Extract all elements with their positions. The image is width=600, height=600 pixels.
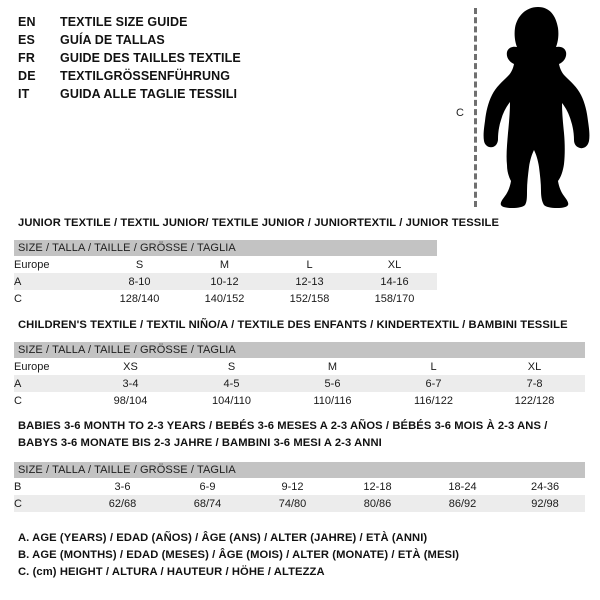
- babies-b-12-18: 12-18: [335, 478, 420, 495]
- junior-row-c-label: C: [14, 290, 97, 307]
- babies-b-24-36: 24-36: [505, 478, 586, 495]
- children-table-band: SIZE / TALLA / TAILLE / GRÖSSE / TAGLIA: [14, 342, 586, 358]
- language-code-fr: FR: [18, 51, 36, 65]
- legend-row-c: C. (cm) HEIGHT / ALTURA / HAUTEUR / HÖHE…: [18, 566, 325, 578]
- language-text-de: TEXTILGRÖSSENFÜHRUNG: [60, 69, 231, 83]
- table-row: C 98/104 104/110 110/116 116/122 122/128: [14, 392, 586, 409]
- junior-row-europe-label: Europe: [14, 256, 97, 273]
- babies-b-9-12: 9-12: [250, 478, 335, 495]
- junior-c-m: 140/152: [182, 290, 267, 307]
- children-europe-xl: XL: [484, 358, 586, 375]
- children-row-europe-label: Europe: [14, 358, 80, 375]
- table-row: C 62/68 68/74 74/80 80/86 86/92 92/98: [14, 495, 586, 512]
- language-code-es: ES: [18, 33, 36, 47]
- language-text-it: GUIDA ALLE TAGLIE TESSILI: [60, 87, 238, 101]
- junior-c-xl: 158/170: [352, 290, 437, 307]
- language-row-de: DE TEXTILGRÖSSENFÜHRUNG: [18, 67, 318, 85]
- babies-row-c-label: C: [14, 495, 80, 512]
- children-europe-l: L: [383, 358, 484, 375]
- junior-section-title: JUNIOR TEXTILE / TEXTIL JUNIOR/ TEXTILE …: [18, 217, 500, 229]
- children-a-xl: 7-8: [484, 375, 586, 392]
- height-dashed-line: [474, 8, 477, 207]
- children-c-l: 116/122: [383, 392, 484, 409]
- language-text-fr: GUIDE DES TAILLES TEXTILE: [60, 51, 241, 65]
- junior-row-a-label: A: [14, 273, 97, 290]
- children-c-m: 110/116: [282, 392, 383, 409]
- table-row: Europe S M L XL: [14, 256, 437, 273]
- height-measure-label: C: [456, 107, 464, 119]
- children-a-l: 6-7: [383, 375, 484, 392]
- language-title-list: EN TEXTILE SIZE GUIDE ES GUÍA DE TALLAS …: [18, 13, 318, 103]
- legend-row-b: B. AGE (MONTHS) / EDAD (MESES) / ÂGE (MO…: [18, 549, 460, 561]
- babies-c-18-24: 86/92: [420, 495, 505, 512]
- table-row: C 128/140 140/152 152/158 158/170: [14, 290, 437, 307]
- babies-table-band: SIZE / TALLA / TAILLE / GRÖSSE / TAGLIA: [14, 462, 586, 478]
- language-text-es: GUÍA DE TALLAS: [60, 33, 165, 47]
- babies-c-24-36: 92/98: [505, 495, 586, 512]
- children-section-title: CHILDREN'S TEXTILE / TEXTIL NIÑO/A / TEX…: [18, 319, 568, 331]
- babies-c-3-6: 62/68: [80, 495, 165, 512]
- babies-section-title-line1: BABIES 3-6 MONTH TO 2-3 YEARS / BEBÉS 3-…: [18, 420, 548, 432]
- children-europe-s: S: [181, 358, 282, 375]
- junior-a-s: 8-10: [97, 273, 182, 290]
- junior-c-s: 128/140: [97, 290, 182, 307]
- table-row: B 3-6 6-9 9-12 12-18 18-24 24-36: [14, 478, 586, 495]
- table-row: A 8-10 10-12 12-13 14-16: [14, 273, 437, 290]
- toddler-silhouette-icon: [483, 7, 590, 208]
- table-row: Europe XS S M L XL: [14, 358, 586, 375]
- junior-europe-xl: XL: [352, 256, 437, 273]
- children-a-m: 5-6: [282, 375, 383, 392]
- language-row-it: IT GUIDA ALLE TAGLIE TESSILI: [18, 85, 318, 103]
- language-text-en: TEXTILE SIZE GUIDE: [60, 15, 188, 29]
- junior-a-l: 12-13: [267, 273, 352, 290]
- language-row-fr: FR GUIDE DES TAILLES TEXTILE: [18, 49, 318, 67]
- language-row-es: ES GUÍA DE TALLAS: [18, 31, 318, 49]
- children-size-table: SIZE / TALLA / TAILLE / GRÖSSE / TAGLIA …: [14, 342, 586, 409]
- table-row: A 3-4 4-5 5-6 6-7 7-8: [14, 375, 586, 392]
- babies-b-18-24: 18-24: [420, 478, 505, 495]
- babies-c-9-12: 74/80: [250, 495, 335, 512]
- junior-europe-m: M: [182, 256, 267, 273]
- junior-c-l: 152/158: [267, 290, 352, 307]
- measurement-legend: A. AGE (YEARS) / EDAD (AÑOS) / ÂGE (ANS)…: [18, 530, 498, 581]
- legend-row-a: A. AGE (YEARS) / EDAD (AÑOS) / ÂGE (ANS)…: [18, 532, 428, 544]
- junior-size-table: SIZE / TALLA / TAILLE / GRÖSSE / TAGLIA …: [14, 240, 437, 307]
- babies-b-6-9: 6-9: [165, 478, 250, 495]
- junior-a-m: 10-12: [182, 273, 267, 290]
- babies-band-label: SIZE / TALLA / TAILLE / GRÖSSE / TAGLIA: [14, 462, 586, 478]
- junior-band-label: SIZE / TALLA / TAILLE / GRÖSSE / TAGLIA: [14, 240, 437, 256]
- children-europe-m: M: [282, 358, 383, 375]
- babies-c-6-9: 68/74: [165, 495, 250, 512]
- babies-b-3-6: 3-6: [80, 478, 165, 495]
- junior-a-xl: 14-16: [352, 273, 437, 290]
- babies-size-table: SIZE / TALLA / TAILLE / GRÖSSE / TAGLIA …: [14, 462, 586, 512]
- junior-europe-s: S: [97, 256, 182, 273]
- children-a-xs: 3-4: [80, 375, 181, 392]
- children-c-xs: 98/104: [80, 392, 181, 409]
- height-measurement-figure: C: [440, 5, 600, 210]
- language-code-de: DE: [18, 69, 36, 83]
- babies-c-12-18: 80/86: [335, 495, 420, 512]
- children-row-c-label: C: [14, 392, 80, 409]
- children-band-label: SIZE / TALLA / TAILLE / GRÖSSE / TAGLIA: [14, 342, 586, 358]
- junior-table-band: SIZE / TALLA / TAILLE / GRÖSSE / TAGLIA: [14, 240, 437, 256]
- children-europe-xs: XS: [80, 358, 181, 375]
- babies-section-title-line2: BABYS 3-6 MONATE BIS 2-3 JAHRE / BAMBINI…: [18, 437, 382, 449]
- children-c-s: 104/110: [181, 392, 282, 409]
- language-code-en: EN: [18, 15, 36, 29]
- children-c-xl: 122/128: [484, 392, 586, 409]
- language-code-it: IT: [18, 87, 30, 101]
- children-a-s: 4-5: [181, 375, 282, 392]
- children-row-a-label: A: [14, 375, 80, 392]
- junior-europe-l: L: [267, 256, 352, 273]
- language-row-en: EN TEXTILE SIZE GUIDE: [18, 13, 318, 31]
- babies-row-b-label: B: [14, 478, 80, 495]
